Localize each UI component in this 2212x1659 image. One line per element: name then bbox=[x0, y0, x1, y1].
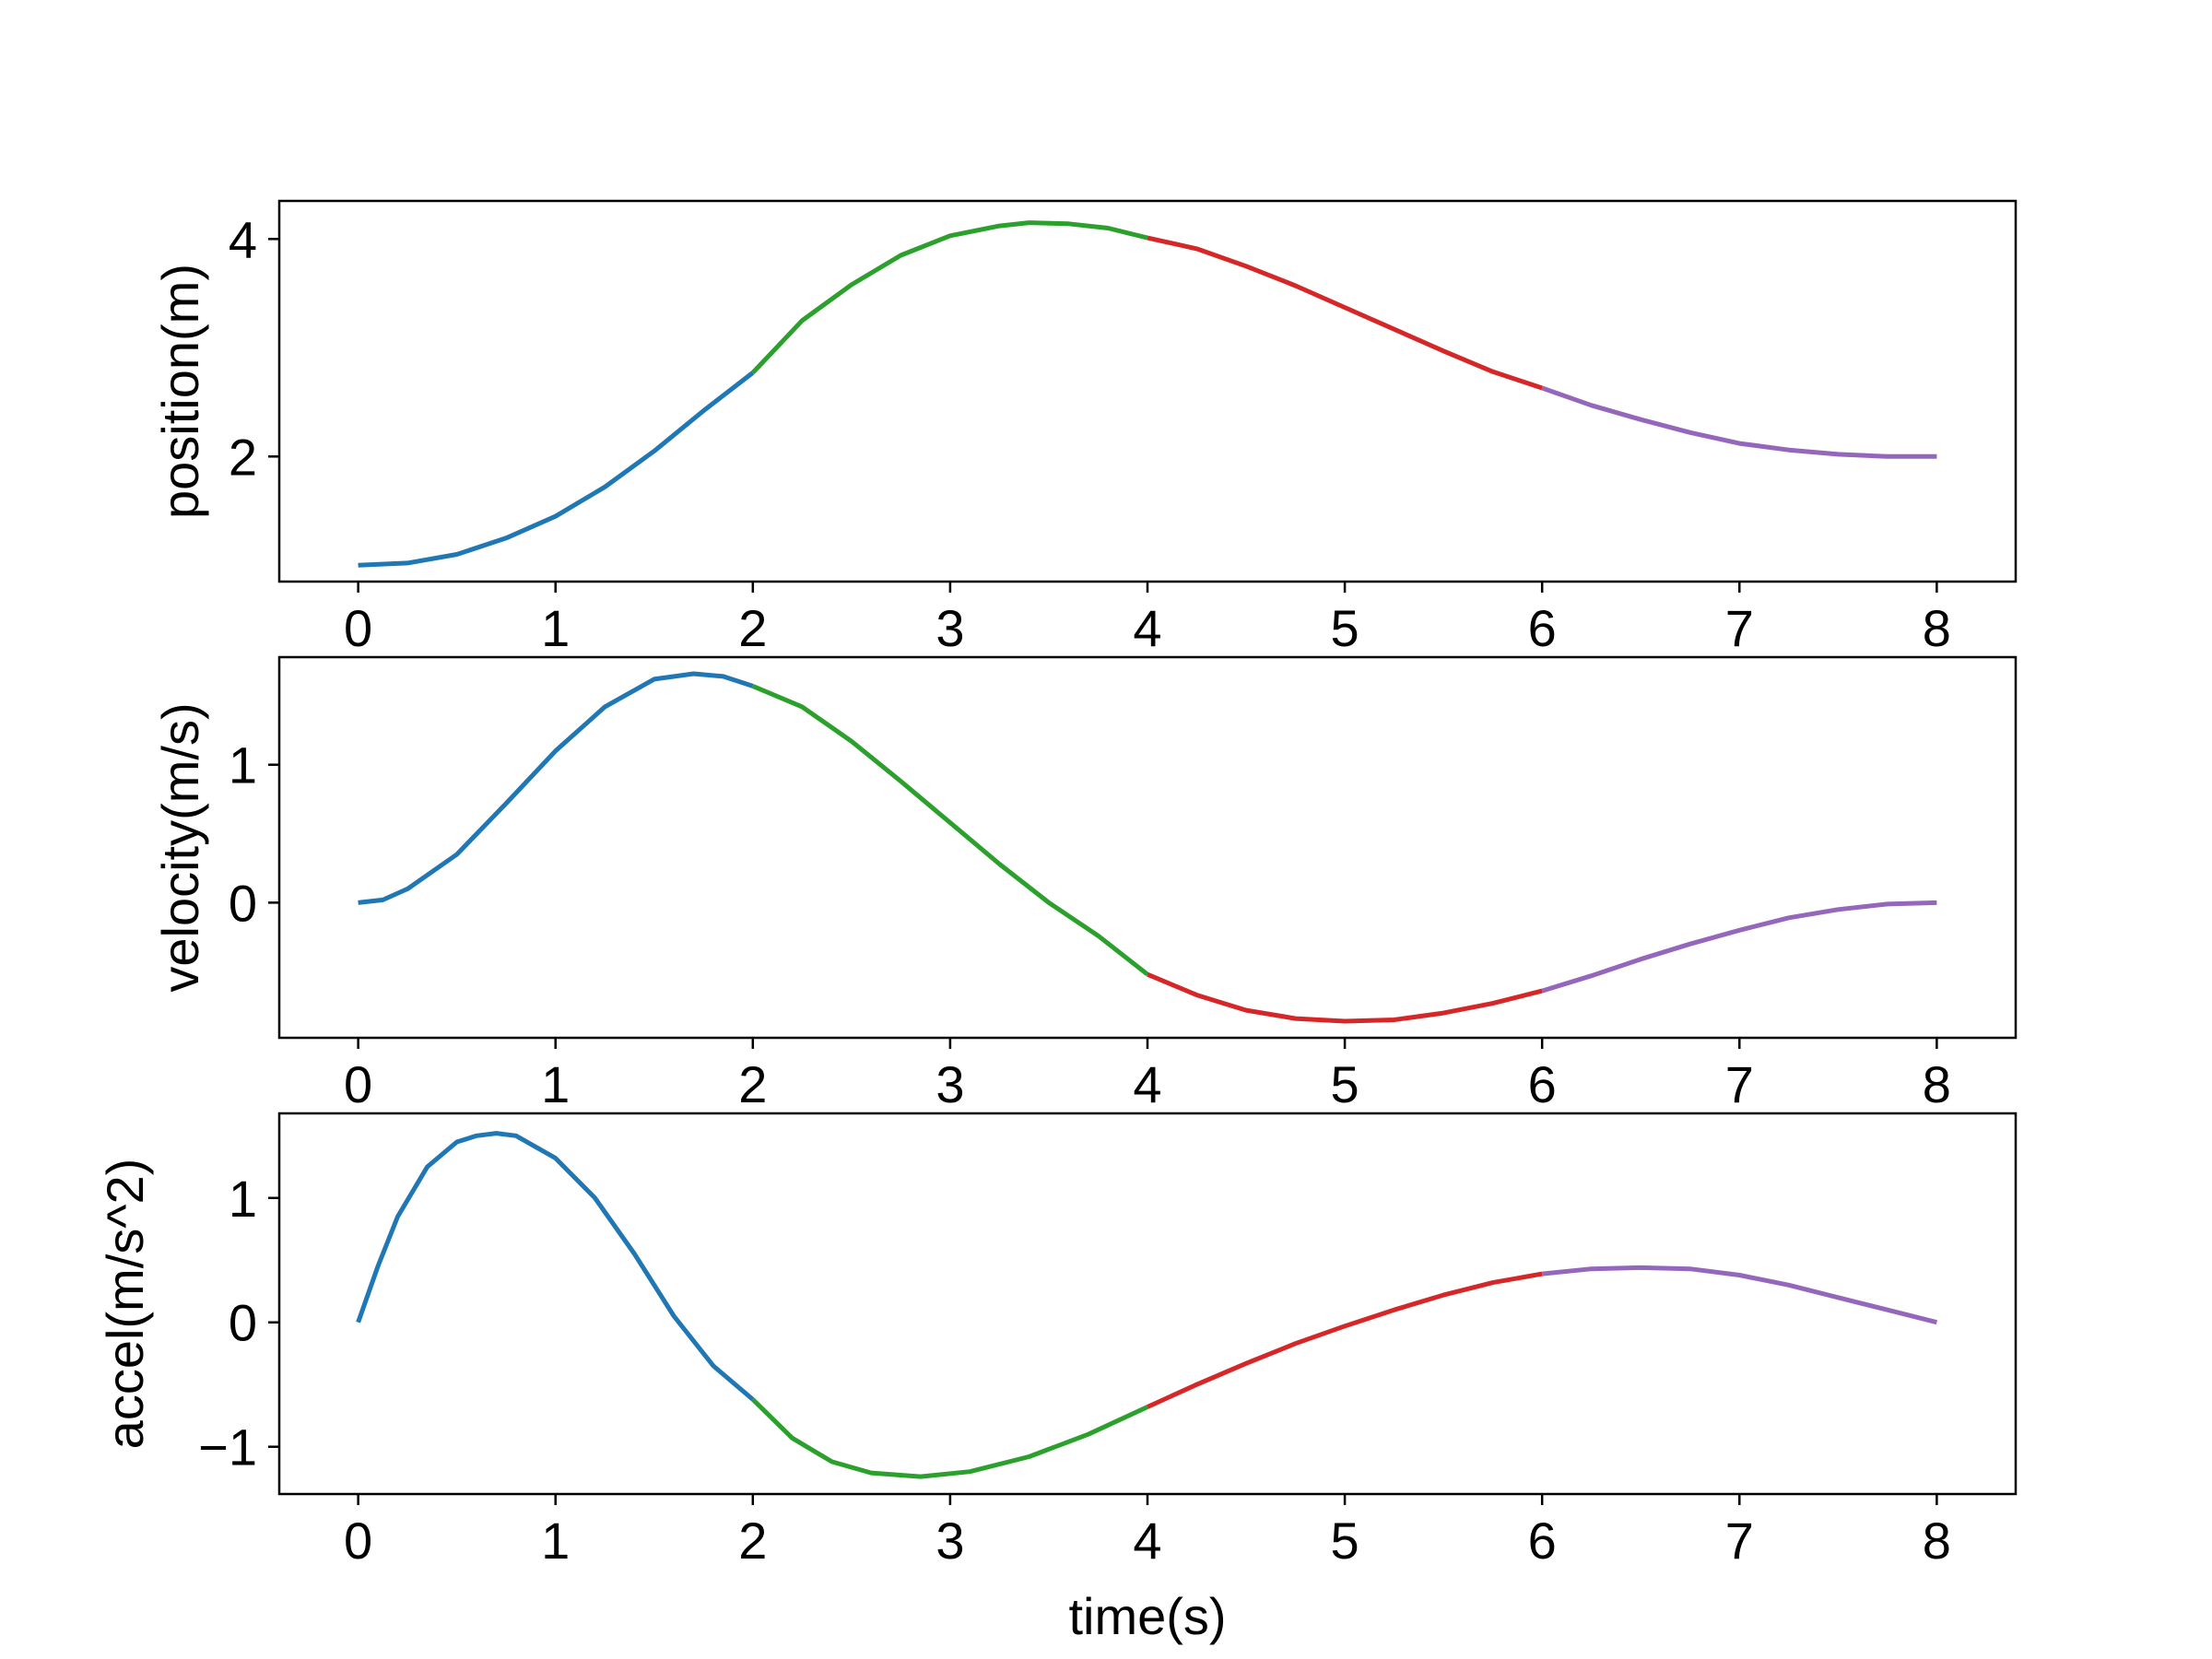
velocity-series-line-1 bbox=[358, 671, 754, 905]
position-x-tick-label: 8 bbox=[1923, 599, 1951, 657]
velocity-x-tick-label: 8 bbox=[1923, 1055, 1951, 1113]
accel-y-axis-label: accel(m/s^2) bbox=[96, 1159, 154, 1450]
position-x-tick-label: 6 bbox=[1528, 599, 1557, 657]
position-y-axis-label: position(m) bbox=[151, 264, 209, 519]
accel-x-tick-label: 5 bbox=[1331, 1512, 1359, 1570]
accel-y-tick-label: 0 bbox=[229, 1294, 257, 1352]
position-x-tick-label: 7 bbox=[1725, 599, 1754, 657]
velocity-x-tick-label: 5 bbox=[1331, 1055, 1359, 1113]
velocity-x-tick-label: 7 bbox=[1725, 1055, 1754, 1113]
accel-x-tick-label: 7 bbox=[1725, 1512, 1754, 1570]
velocity-subplot: 0 1 2 3 4 5 6 7 8 0 1 velocity(m/s) bbox=[151, 655, 2018, 1113]
velocity-y-axis-label: velocity(m/s) bbox=[151, 702, 209, 992]
velocity-x-tick-label: 4 bbox=[1133, 1055, 1161, 1113]
accel-y-tick-label: −1 bbox=[198, 1418, 257, 1477]
position-x-tick-label: 5 bbox=[1331, 599, 1359, 657]
position-series-line-1 bbox=[358, 371, 755, 568]
position-y-tick-label: 4 bbox=[229, 210, 257, 268]
position-series-line-2 bbox=[750, 220, 1148, 375]
position-series-line-4 bbox=[1541, 385, 1937, 459]
velocity-x-tick-label: 1 bbox=[541, 1055, 570, 1113]
subplots: 0 1 2 3 4 5 6 7 8 2 4 position(m) 0 1 2 3 4 5 6 7 8 0 1 velocit… bbox=[96, 199, 2018, 1645]
velocity-y-tick-label: 1 bbox=[229, 736, 257, 794]
accel-series-line-4 bbox=[1541, 1265, 1938, 1325]
position-y-tick-label: 2 bbox=[229, 428, 257, 486]
accel-series-line-1 bbox=[356, 1131, 755, 1402]
accel-x-tick-label: 6 bbox=[1528, 1512, 1557, 1570]
velocity-y-tick-label: 0 bbox=[229, 874, 257, 932]
position-x-tick-label: 4 bbox=[1133, 599, 1161, 657]
velocity-series-line-3 bbox=[1147, 971, 1543, 1024]
velocity-x-tick-label: 2 bbox=[738, 1055, 767, 1113]
accel-x-tick-label: 4 bbox=[1133, 1512, 1161, 1570]
accel-x-tick-label: 2 bbox=[738, 1512, 767, 1570]
accel-y-tick-label: 1 bbox=[229, 1170, 257, 1228]
accel-series-line-2 bbox=[751, 1397, 1149, 1479]
velocity-x-tick-label: 0 bbox=[344, 1055, 372, 1113]
position-series-line-3 bbox=[1147, 235, 1543, 391]
position-x-tick-label: 3 bbox=[935, 599, 964, 657]
position-x-tick-label: 2 bbox=[738, 599, 767, 657]
position-x-tick-label: 1 bbox=[541, 599, 570, 657]
accel-x-tick-label: 1 bbox=[541, 1512, 570, 1570]
accel-x-tick-label: 0 bbox=[344, 1512, 372, 1570]
accel-subplot: 0 1 2 3 4 5 6 7 8 −1 0 1 accel(m/s^2) time(s) bbox=[96, 1112, 2018, 1645]
velocity-series-line-2 bbox=[751, 684, 1149, 977]
velocity-series-line-4 bbox=[1541, 900, 1937, 994]
accel-x-axis-label: time(s) bbox=[1068, 1587, 1226, 1645]
accel-series-line-3 bbox=[1146, 1271, 1543, 1409]
velocity-x-tick-label: 3 bbox=[935, 1055, 964, 1113]
accel-x-tick-label: 8 bbox=[1923, 1512, 1951, 1570]
position-subplot: 0 1 2 3 4 5 6 7 8 2 4 position(m) bbox=[151, 199, 2018, 657]
position-x-tick-label: 0 bbox=[344, 599, 372, 657]
accel-x-tick-label: 3 bbox=[935, 1512, 964, 1570]
velocity-x-tick-label: 6 bbox=[1528, 1055, 1557, 1113]
